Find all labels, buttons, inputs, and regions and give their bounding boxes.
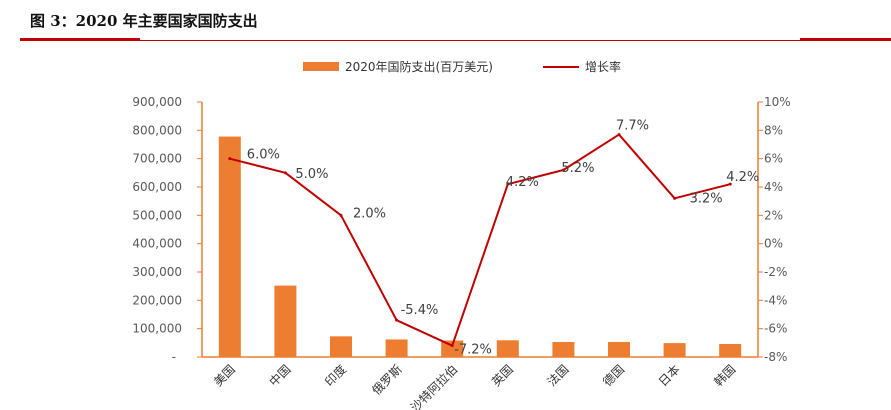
line-point	[506, 182, 510, 186]
category-label: 俄罗斯	[369, 362, 404, 397]
line-point	[728, 182, 732, 186]
left-axis-tick-label: 800,000	[132, 123, 182, 137]
category-label: 沙特阿拉伯	[407, 362, 460, 410]
data-label: -5.4%	[401, 303, 439, 318]
figure-caption: 图 3：2020 年主要国家国防支出	[30, 12, 258, 30]
data-label: 7.7%	[616, 119, 649, 134]
category-label: 法国	[545, 362, 572, 389]
left-axis-tick-label: 900,000	[132, 95, 182, 109]
data-labels: 6.0%5.0%2.0%-5.4%-7.2%4.2%5.2%7.7%3.2%4.…	[247, 119, 759, 358]
left-axis-tick-label: 700,000	[132, 152, 182, 166]
left-axis-tick-label: 200,000	[132, 293, 182, 307]
category-label: 美国	[211, 362, 238, 389]
line-point	[228, 157, 232, 161]
bar	[496, 340, 519, 357]
legend-bar-swatch	[303, 62, 339, 71]
legend-bar-label: 2020年国防支出(百万美元)	[345, 59, 493, 74]
category-label: 日本	[656, 362, 683, 389]
data-label: 5.0%	[295, 167, 328, 182]
right-axis-tick-label: 2%	[764, 208, 783, 222]
bar	[663, 343, 686, 357]
bar	[719, 343, 742, 357]
data-label: 6.0%	[247, 148, 280, 163]
bar-series	[218, 136, 742, 357]
category-label: 韩国	[711, 362, 739, 390]
left-axis-tick-label: 600,000	[132, 180, 182, 194]
caption-rule	[20, 40, 891, 41]
x-axis: 美国 中国 印度 俄罗斯 沙特阿拉伯 英国 法国 德国 日本 韩国	[202, 356, 758, 410]
category-label: 德国	[600, 362, 628, 390]
left-axis-tick-label: 400,000	[132, 237, 182, 251]
right-axis: -8% -6% -4% -2% 0% 2% 4% 6% 8% 10%	[757, 95, 791, 364]
growth-rate-line	[229, 133, 731, 347]
data-label: 3.2%	[690, 191, 723, 206]
data-label: 5.2%	[561, 161, 594, 176]
data-label: 4.2%	[506, 175, 539, 190]
left-axis-tick-label: 500,000	[132, 208, 182, 222]
left-axis: - 100,000 200,000 300,000 400,000 500,000 600,…	[132, 95, 203, 364]
data-label: 4.2%	[726, 170, 759, 185]
bar	[385, 339, 408, 357]
line-point	[283, 171, 287, 175]
bar	[218, 136, 241, 357]
line-series	[228, 133, 732, 348]
caption-rule-accent-right	[800, 38, 891, 40]
line-point	[673, 196, 677, 200]
bar	[330, 336, 352, 357]
bar	[608, 341, 630, 357]
line-point	[561, 168, 565, 172]
line-point	[450, 344, 454, 348]
bar	[552, 341, 575, 357]
left-axis-tick-label: 300,000	[132, 265, 182, 279]
legend-line-label: 增长率	[585, 59, 621, 74]
legend: 2020年国防支出(百万美元) 增长率	[303, 59, 621, 74]
right-axis-tick-label: 10%	[764, 95, 791, 109]
line-point	[395, 318, 399, 322]
category-label: 英国	[489, 362, 516, 389]
caption-rule-accent	[20, 38, 140, 40]
right-axis-tick-label: -2%	[764, 265, 787, 279]
line-point	[617, 133, 621, 137]
bar	[274, 285, 297, 357]
right-axis-tick-label: 8%	[764, 123, 783, 137]
bar	[441, 340, 464, 357]
right-axis-tick-label: -8%	[764, 350, 787, 364]
right-axis-tick-label: 4%	[764, 180, 783, 194]
category-label: 印度	[322, 362, 350, 390]
data-label: -7.2%	[454, 343, 492, 358]
right-axis-tick-label: -4%	[764, 293, 787, 307]
left-axis-tick-label: 100,000	[132, 322, 182, 336]
data-label: 2.0%	[353, 206, 386, 221]
line-point	[339, 213, 343, 217]
right-axis-tick-label: 0%	[764, 237, 783, 251]
right-axis-tick-label: 6%	[764, 152, 783, 166]
category-label: 中国	[266, 362, 294, 390]
right-axis-tick-label: -6%	[764, 322, 787, 336]
left-axis-tick-label: -	[172, 350, 176, 364]
